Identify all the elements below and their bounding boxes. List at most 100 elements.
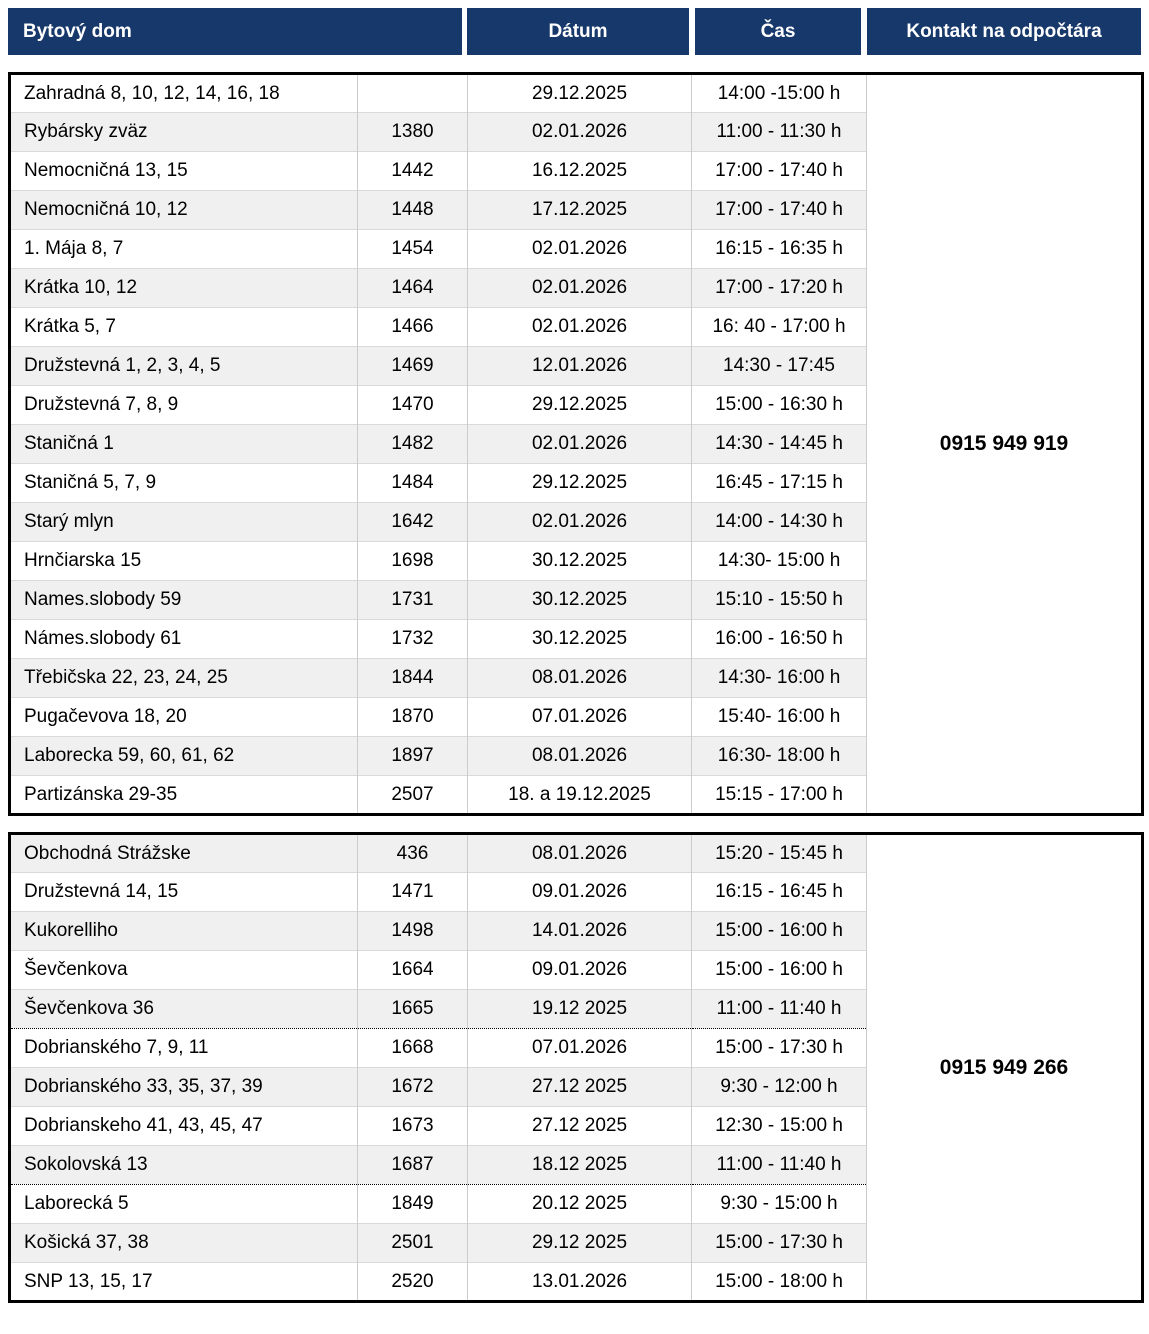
table-row: 1. Mája 8, 7 1454 02.01.2026 16:15 - 16:35 … xyxy=(9,229,1143,269)
date-cell: 08.01.2026 xyxy=(467,833,692,873)
building-number-cell: 1454 xyxy=(357,229,468,269)
building-cell: Dobrianského 33, 35, 37, 39 xyxy=(9,1067,358,1107)
header-cas: Čas xyxy=(695,8,861,55)
building-cell: Rybársky zväz xyxy=(9,112,358,152)
time-cell: 14:30- 16:00 h xyxy=(691,658,867,698)
building-cell: Staničná 5, 7, 9 xyxy=(9,463,358,503)
time-cell: 16: 40 - 17:00 h xyxy=(691,307,867,347)
building-number-cell: 1484 xyxy=(357,463,468,503)
date-cell: 29.12.2025 xyxy=(467,73,692,113)
time-cell: 15:00 - 16:00 h xyxy=(691,950,867,990)
table-row: Ševčenkova 36 1665 19.12 2025 11:00 - 11:40… xyxy=(9,989,1143,1029)
building-number-cell: 1844 xyxy=(357,658,468,698)
building-cell: Zahradná 8, 10, 12, 14, 16, 18 xyxy=(9,73,358,113)
date-cell: 29.12.2025 xyxy=(467,463,692,503)
building-number-cell xyxy=(357,73,468,113)
table-row: Hrnčiarska 15 1698 30.12.2025 14:30- 15:00 … xyxy=(9,541,1143,581)
date-cell: 29.12 2025 xyxy=(467,1223,692,1263)
time-cell: 15:00 - 16:00 h xyxy=(691,911,867,951)
date-cell: 08.01.2026 xyxy=(467,658,692,698)
table-row: Družstevná 1, 2, 3, 4, 5 1469 12.01.2026 14… xyxy=(9,346,1143,386)
building-cell: Krátka 5, 7 xyxy=(9,307,358,347)
building-cell: Pugačevova 18, 20 xyxy=(9,697,358,737)
building-cell: Partizánska 29-35 xyxy=(9,775,358,815)
time-cell: 15:40- 16:00 h xyxy=(691,697,867,737)
time-cell: 12:30 - 15:00 h xyxy=(691,1106,867,1146)
table-row: SNP 13, 15, 17 2520 13.01.2026 15:00 - 18:0… xyxy=(9,1262,1143,1302)
table-row: Zahradná 8, 10, 12, 14, 16, 18 29.12.2025… xyxy=(9,73,1143,815)
building-number-cell: 1672 xyxy=(357,1067,468,1107)
time-cell: 16:30- 18:00 h xyxy=(691,736,867,776)
date-cell: 09.01.2026 xyxy=(467,950,692,990)
date-cell: 30.12.2025 xyxy=(467,541,692,581)
date-cell: 30.12.2025 xyxy=(467,619,692,659)
schedule-table-2: Obchodná Strážske 436 08.01.2026 15:20 - 15… xyxy=(8,832,1144,1303)
table-row: Nemocničná 10, 12 1448 17.12.2025 17:00 - 1… xyxy=(9,190,1143,230)
building-number-cell: 1673 xyxy=(357,1106,468,1146)
time-cell: 15:20 - 15:45 h xyxy=(691,833,867,873)
building-number-cell: 1849 xyxy=(357,1184,468,1224)
date-cell: 27.12 2025 xyxy=(467,1106,692,1146)
time-cell: 14:30 - 14:45 h xyxy=(691,424,867,464)
time-cell: 11:00 - 11:40 h xyxy=(691,989,867,1029)
time-cell: 16:00 - 16:50 h xyxy=(691,619,867,659)
header-datum: Dátum xyxy=(467,8,689,55)
date-cell: 02.01.2026 xyxy=(467,229,692,269)
building-cell: Ševčenkova 36 xyxy=(9,989,358,1029)
building-number-cell: 2507 xyxy=(357,775,468,815)
time-cell: 11:00 - 11:30 h xyxy=(691,112,867,152)
table-row: Dobrianského 7, 9, 11 1668 07.01.2026 15:00… xyxy=(9,1028,1143,1068)
table-row: Starý mlyn 1642 02.01.2026 14:00 - 14:30 h xyxy=(9,502,1143,542)
time-cell: 11:00 - 11:40 h xyxy=(691,1145,867,1185)
time-cell: 16:45 - 17:15 h xyxy=(691,463,867,503)
date-cell: 07.01.2026 xyxy=(467,1028,692,1068)
date-cell: 18.12 2025 xyxy=(467,1145,692,1185)
table-row: Dobrianskeho 41, 43, 45, 47 1673 27.12 202… xyxy=(9,1106,1143,1146)
building-number-cell: 1668 xyxy=(357,1028,468,1068)
table-row: Třebičska 22, 23, 24, 25 1844 08.01.2026 14… xyxy=(9,658,1143,698)
table-row: Names.slobody 59 1731 30.12.2025 15:10 - 15… xyxy=(9,580,1143,620)
building-cell: Names.slobody 59 xyxy=(9,580,358,620)
building-number-cell: 1732 xyxy=(357,619,468,659)
date-cell: 30.12.2025 xyxy=(467,580,692,620)
header-kontakt-na-odpoctara: Kontakt na odpočtára xyxy=(867,8,1141,55)
meter-reading-schedule-page: Bytový dom Dátum Čas Kontakt na odpočtár… xyxy=(8,8,1144,1303)
table-row: Ševčenkova 1664 09.01.2026 15:00 - 16:00 h xyxy=(9,950,1143,990)
table-row: Laborecka 59, 60, 61, 62 1897 08.01.2026 16… xyxy=(9,736,1143,776)
table-row: Dobrianského 33, 35, 37, 39 1672 27.12 202… xyxy=(9,1067,1143,1107)
building-number-cell: 1466 xyxy=(357,307,468,347)
building-number-cell: 1482 xyxy=(357,424,468,464)
building-cell: Košická 37, 38 xyxy=(9,1223,358,1263)
building-cell: Družstevná 7, 8, 9 xyxy=(9,385,358,425)
date-cell: 02.01.2026 xyxy=(467,424,692,464)
building-cell: Krátka 10, 12 xyxy=(9,268,358,308)
building-cell: Dobrianskeho 41, 43, 45, 47 xyxy=(9,1106,358,1146)
table-row: Pugačevova 18, 20 1870 07.01.2026 15:40- 16… xyxy=(9,697,1143,737)
table-row: Rybársky zväz 1380 02.01.2026 11:00 - 11:30… xyxy=(9,112,1143,152)
building-cell: Námes.slobody 61 xyxy=(9,619,358,659)
time-cell: 15:00 - 18:00 h xyxy=(691,1262,867,1302)
date-cell: 29.12.2025 xyxy=(467,385,692,425)
date-cell: 19.12 2025 xyxy=(467,989,692,1029)
time-cell: 15:00 - 17:30 h xyxy=(691,1028,867,1068)
date-cell: 17.12.2025 xyxy=(467,190,692,230)
time-cell: 9:30 - 12:00 h xyxy=(691,1067,867,1107)
building-cell: Družstevná 1, 2, 3, 4, 5 xyxy=(9,346,358,386)
building-cell: Kukorelliho xyxy=(9,911,358,951)
time-cell: 9:30 - 15:00 h xyxy=(691,1184,867,1224)
building-cell: Sokolovská 13 xyxy=(9,1145,358,1185)
date-cell: 09.01.2026 xyxy=(467,872,692,912)
date-cell: 14.01.2026 xyxy=(467,911,692,951)
table-row: Laborecká 5 1849 20.12 2025 9:30 - 15:00 h xyxy=(9,1184,1143,1224)
building-cell: Laborecká 5 xyxy=(9,1184,358,1224)
table-row: Obchodná Strážske 436 08.01.2026 15:20 - 15… xyxy=(9,833,1143,1302)
building-number-cell: 1897 xyxy=(357,736,468,776)
time-cell: 15:10 - 15:50 h xyxy=(691,580,867,620)
building-number-cell: 1471 xyxy=(357,872,468,912)
table-row: Námes.slobody 61 1732 30.12.2025 16:00 - 16… xyxy=(9,619,1143,659)
contact-phone: 0915 949 266 xyxy=(866,833,1143,1302)
table-header: Bytový dom Dátum Čas Kontakt na odpočtár… xyxy=(8,8,1141,55)
header-bytovy-dom: Bytový dom xyxy=(8,8,462,55)
building-number-cell: 1442 xyxy=(357,151,468,191)
building-number-cell: 2501 xyxy=(357,1223,468,1263)
